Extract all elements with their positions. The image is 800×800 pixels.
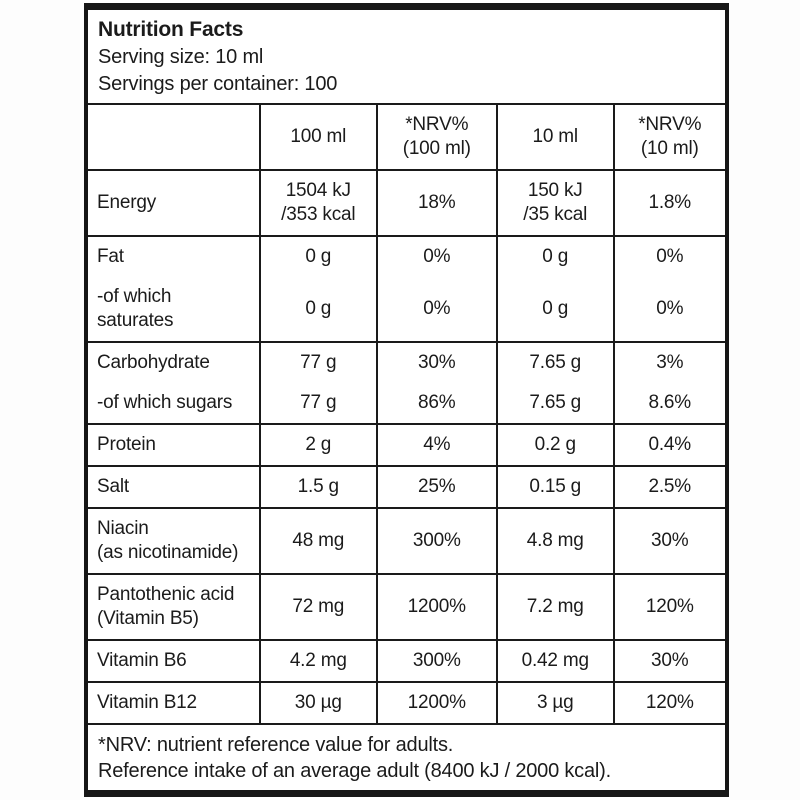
nutrition-table-header: 100 ml *NRV% (100 ml) 10 ml *NRV% (10 ml): [88, 105, 725, 171]
row-label: Energy: [88, 170, 260, 237]
value-cell: 300%: [375, 508, 497, 575]
value-cell: 2 g: [258, 424, 377, 467]
value-cell: 0 g: [495, 277, 614, 343]
servings-per-container-line: Servings per container: 100: [98, 73, 338, 95]
value-cell: 4.2 mg: [258, 640, 377, 683]
table-row: Vitamin B6 4.2 mg 300% 0.42 mg 30%: [88, 640, 725, 683]
value-cell: 4.8 mg: [495, 508, 614, 575]
value-cell: 0.4%: [612, 424, 725, 467]
value-cell: 0%: [612, 236, 725, 277]
row-label: Fat: [88, 236, 260, 277]
table-row: Niacin (as nicotinamide) 48 mg 300% 4.8 mg 30…: [88, 508, 725, 575]
nutrition-table-body: Energy 1504 kJ/353 kcal 18% 150 kJ/35 kcal 1…: [88, 170, 725, 725]
value-cell: 7.65 g: [495, 342, 614, 383]
value-cell: 0 g: [258, 277, 377, 343]
value-cell: 150 kJ/35 kcal: [495, 170, 614, 237]
table-row: Fat 0 g 0% 0 g 0%: [88, 236, 725, 277]
value-cell: 2.5%: [612, 466, 725, 509]
column-header-1: *NRV% (100 ml): [375, 105, 497, 171]
value-cell: 0%: [612, 277, 725, 343]
value-cell: 0.15 g: [495, 466, 614, 509]
table-row: Carbohydrate 77 g 30% 7.65 g 3%: [88, 342, 725, 383]
value-cell: 1.5 g: [258, 466, 377, 509]
row-label: Protein: [88, 424, 260, 467]
value-cell: 72 mg: [258, 574, 377, 641]
value-cell: 48 mg: [258, 508, 377, 575]
footnote-block: *NRV: nutrient reference value for adult…: [88, 725, 725, 790]
value-cell: 300%: [375, 640, 497, 683]
footnote-nrv: *NRV: nutrient reference value for adult…: [98, 734, 454, 756]
row-label: Carbohydrate: [88, 342, 260, 383]
value-cell: 77 g: [258, 342, 377, 383]
table-row: Salt 1.5 g 25% 0.15 g 2.5%: [88, 466, 725, 509]
value-cell: 0.42 mg: [495, 640, 614, 683]
value-cell: 8.6%: [612, 383, 725, 425]
value-cell: 7.65 g: [495, 383, 614, 425]
value-cell: 1200%: [375, 574, 497, 641]
value-cell: 30 µg: [258, 682, 377, 725]
row-label: Vitamin B12: [88, 682, 260, 725]
row-label: Pantothenic acid (Vitamin B5): [88, 574, 260, 641]
value-cell: 18%: [375, 170, 497, 237]
column-header-2: 10 ml: [495, 105, 614, 171]
header-row: 100 ml *NRV% (100 ml) 10 ml *NRV% (10 ml): [88, 105, 725, 171]
value-cell: 120%: [612, 574, 725, 641]
row-label: Niacin (as nicotinamide): [88, 508, 260, 575]
value-cell: 30%: [375, 342, 497, 383]
value-cell: 77 g: [258, 383, 377, 425]
nutrition-table: 100 ml *NRV% (100 ml) 10 ml *NRV% (10 ml) Ene…: [88, 105, 725, 725]
footnote-reference-intake: Reference intake of an average adult (84…: [98, 760, 611, 782]
value-cell: 1.8%: [612, 170, 725, 237]
value-cell: 7.2 mg: [495, 574, 614, 641]
table-row: Pantothenic acid (Vitamin B5) 72 mg 1200% 7.…: [88, 574, 725, 641]
column-header-0: 100 ml: [258, 105, 377, 171]
table-row: -of which sugars 77 g 86% 7.65 g 8.6%: [88, 383, 725, 425]
value-cell: 4%: [375, 424, 497, 467]
table-row: Protein 2 g 4% 0.2 g 0.4%: [88, 424, 725, 467]
value-cell: 0 g: [495, 236, 614, 277]
serving-size-line: Serving size: 10 ml: [98, 46, 264, 68]
row-label: Vitamin B6: [88, 640, 260, 683]
value-cell: 86%: [375, 383, 497, 425]
value-cell: 0 g: [258, 236, 377, 277]
value-cell: 1504 kJ/353 kcal: [258, 170, 377, 237]
column-header-3: *NRV% (10 ml): [612, 105, 725, 171]
label-header-block: Nutrition Facts Serving size: 10 ml Serv…: [88, 10, 725, 105]
corner-cell: [88, 105, 260, 171]
table-row: Vitamin B12 30 µg 1200% 3 µg 120%: [88, 682, 725, 725]
value-cell: 0%: [375, 277, 497, 343]
row-label: -of which sugars: [88, 383, 260, 425]
value-cell: 3%: [612, 342, 725, 383]
value-cell: 0%: [375, 236, 497, 277]
row-label: -of which saturates: [88, 277, 260, 343]
value-cell: 120%: [612, 682, 725, 725]
value-cell: 3 µg: [495, 682, 614, 725]
label-title: Nutrition Facts: [98, 18, 244, 41]
value-cell: 25%: [375, 466, 497, 509]
value-cell: 1200%: [375, 682, 497, 725]
row-label: Salt: [88, 466, 260, 509]
nutrition-facts-label: Nutrition Facts Serving size: 10 ml Serv…: [84, 3, 729, 797]
table-row: -of which saturates 0 g 0% 0 g 0%: [88, 277, 725, 343]
value-cell: 0.2 g: [495, 424, 614, 467]
table-row: Energy 1504 kJ/353 kcal 18% 150 kJ/35 kcal 1…: [88, 170, 725, 237]
value-cell: 30%: [612, 640, 725, 683]
value-cell: 30%: [612, 508, 725, 575]
